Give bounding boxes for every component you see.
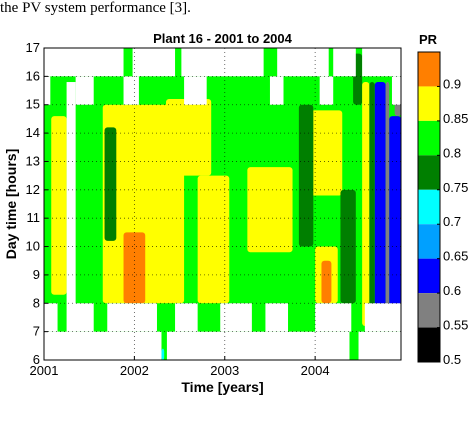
heatmap-region	[123, 232, 146, 304]
y-tick-label: 10	[26, 239, 40, 254]
colorbar-tick-label: 0.75	[443, 180, 468, 195]
nodata-area	[184, 76, 207, 105]
heatmap-region	[51, 116, 67, 295]
y-tick-label: 11	[27, 210, 41, 225]
colorbar-frame	[417, 51, 441, 363]
colorbar-swatch	[418, 224, 440, 259]
colorbar-swatch	[418, 189, 440, 225]
heatmap-region	[161, 348, 165, 360]
grid	[44, 48, 401, 360]
nodata-area	[166, 331, 350, 360]
colorbar-title: PR	[419, 32, 438, 47]
colorbar-swatch	[418, 52, 440, 87]
colorbar-tick-label: 0.8	[443, 145, 461, 160]
chart-title: Plant 16 - 2001 to 2004	[153, 31, 293, 46]
x-tick-label: 2001	[30, 363, 59, 378]
nodata-area	[319, 76, 334, 105]
y-axis-label: Day time [hours]	[3, 149, 19, 259]
heatmap-region	[374, 82, 386, 326]
colorbar-swatch	[418, 293, 440, 328]
colorbar-tick-label: 0.7	[443, 214, 461, 229]
colorbar-tick-label: 0.5	[443, 352, 461, 367]
x-axis-label: Time [years]	[181, 379, 263, 395]
nodata-area	[265, 303, 289, 332]
plot-frame	[43, 47, 402, 361]
y-tick-label: 17	[26, 40, 40, 55]
colorbar-swatch	[418, 120, 440, 156]
colorbar-swatch	[418, 86, 440, 121]
y-tick-label: 13	[26, 153, 40, 168]
y-tick-label: 6	[33, 352, 40, 367]
x-tick-label: 2003	[210, 363, 239, 378]
y-tick-label: 15	[26, 97, 40, 112]
nodata-area	[362, 48, 401, 77]
nodata-area	[44, 48, 124, 77]
colorbar-tick-label: 0.85	[443, 111, 468, 126]
document-text-top: the PV system performance [3].	[0, 0, 191, 16]
heatmap-region	[247, 167, 293, 253]
nodata-area	[364, 303, 401, 332]
nodata-area	[44, 331, 162, 360]
nodata-area	[66, 82, 76, 332]
colorbar-tick-label: 0.6	[443, 283, 461, 298]
heatmap-region	[166, 99, 212, 176]
x-tick-label: 2002	[120, 363, 149, 378]
nodata-area	[269, 76, 284, 105]
y-tick-label: 9	[33, 267, 40, 282]
y-tick-label: 14	[26, 125, 40, 140]
nodata-area	[333, 48, 356, 77]
colorbar: 0.9 0.85 0.8 0.75 0.7 0.65 0.6 0.55 0.5	[417, 51, 468, 367]
colorbar-tick-label: 0.9	[443, 76, 461, 91]
nodata-area	[75, 76, 94, 105]
nodata-area	[277, 48, 329, 77]
nodata-area	[315, 303, 352, 332]
heatmap-region	[321, 260, 332, 304]
nodata-area	[44, 76, 51, 105]
nodata-area	[175, 303, 198, 332]
heatmap-region	[197, 175, 230, 304]
nodata-area	[220, 303, 252, 332]
plot-area: 6 7 8 9 10 11 12 13 14 15 16 17 2001 2002 2003 2004	[26, 40, 402, 378]
colorbar-swatch	[418, 155, 440, 190]
colorbar-swatch	[418, 327, 440, 362]
heatmap-region	[306, 110, 343, 196]
nodata-area	[71, 303, 94, 332]
y-tick-label: 12	[26, 182, 40, 197]
x-tick-label: 2004	[301, 363, 330, 378]
heatmap-region	[298, 104, 314, 247]
heatmap-region	[389, 116, 401, 326]
y-tick-label: 16	[26, 68, 40, 83]
heatmap-region	[369, 82, 375, 326]
colorbar-tick-label: 0.65	[443, 249, 468, 264]
nodata-area	[181, 48, 264, 77]
heatmap-region	[102, 104, 185, 304]
nodata-area	[391, 76, 401, 105]
heatmap-region	[104, 127, 117, 241]
y-tick-label: 8	[33, 295, 40, 310]
colorbar-tick-label: 0.55	[443, 318, 468, 333]
y-tick-label: 7	[33, 324, 40, 339]
nodata-area	[44, 303, 58, 332]
heatmap-region	[385, 82, 390, 326]
heatmap-cells	[44, 48, 401, 360]
nodata-area	[358, 331, 401, 360]
nodata-area	[107, 303, 157, 332]
nodata-area	[132, 48, 176, 77]
heatmap-region	[362, 82, 370, 326]
colorbar-swatch	[418, 258, 440, 294]
nodata-area	[123, 76, 139, 105]
